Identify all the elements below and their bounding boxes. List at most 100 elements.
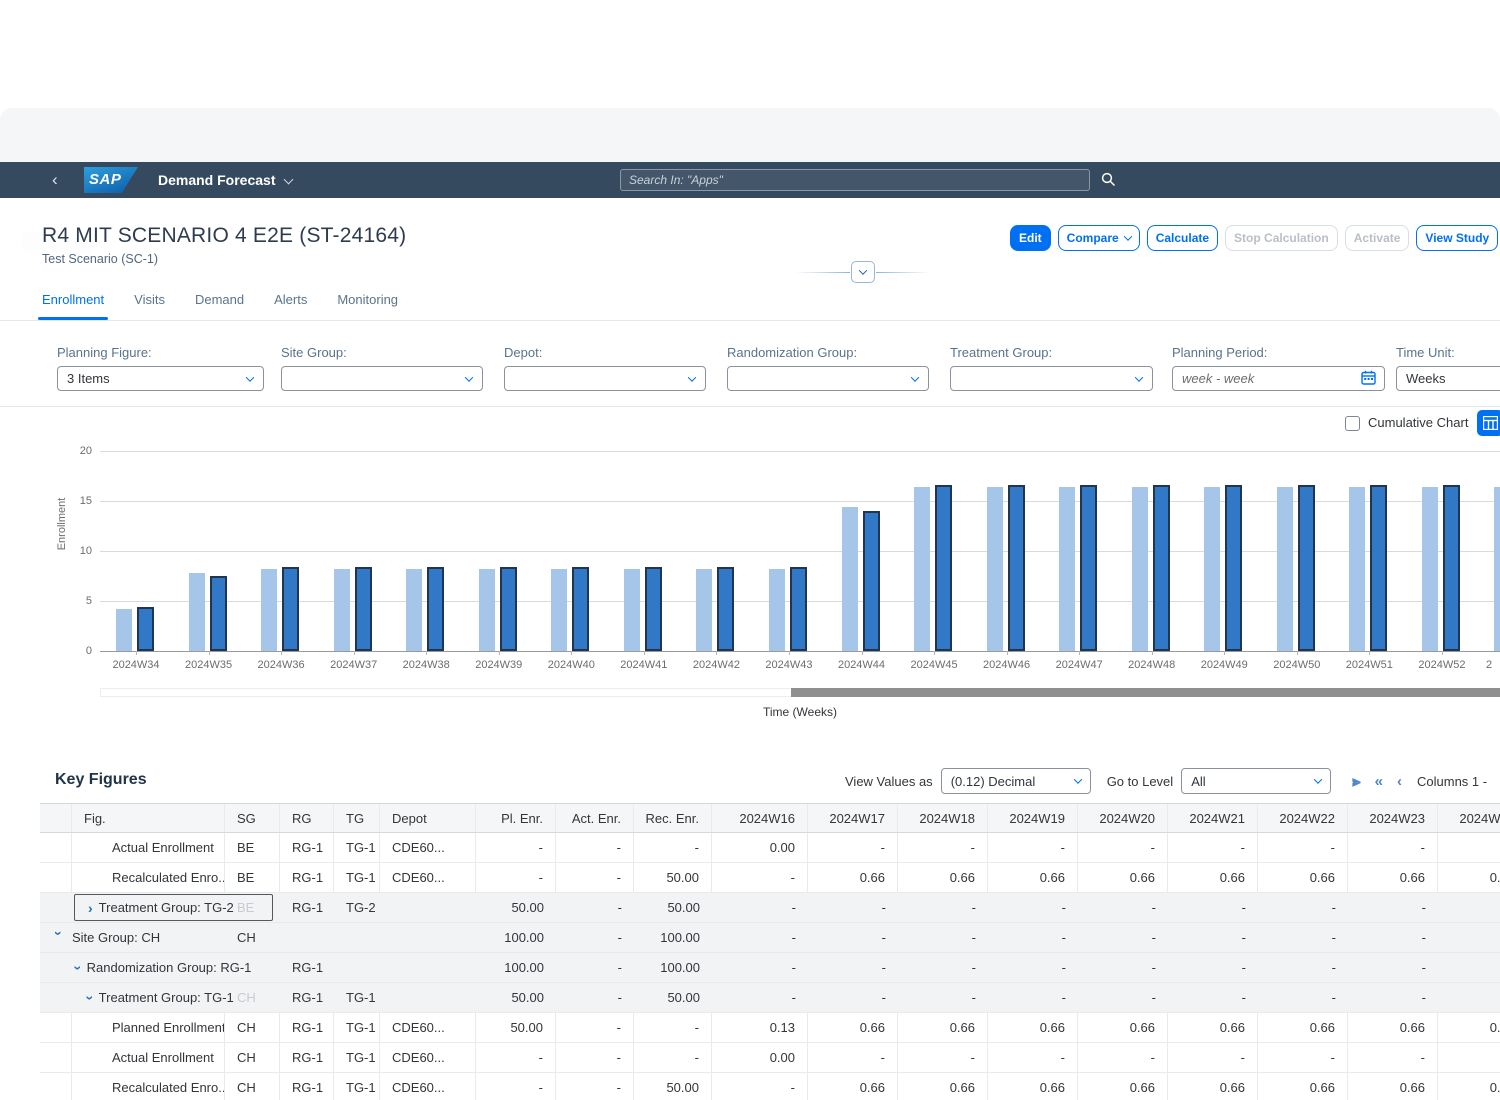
tree-collapse-icon[interactable]: › bbox=[71, 965, 85, 970]
filter-planning-period-input[interactable]: week - week bbox=[1172, 366, 1385, 391]
bar-series-light-blue-2024W41[interactable] bbox=[624, 569, 640, 651]
cumulative-chart-checkbox[interactable] bbox=[1345, 416, 1360, 431]
column-header-2024w16[interactable]: 2024W16 bbox=[712, 804, 808, 832]
column-header-2024w19[interactable]: 2024W19 bbox=[988, 804, 1078, 832]
table-group-row[interactable]: ›Treatment Group: TG-1CHRG-1TG-150.00-50… bbox=[40, 983, 1500, 1013]
bar-series-light-blue-2024W46[interactable] bbox=[987, 487, 1003, 651]
column-header-fig-[interactable]: Fig. bbox=[72, 804, 225, 832]
filter-time-unit-select[interactable]: Weeks bbox=[1396, 366, 1500, 391]
view-study-button[interactable]: View Study bbox=[1416, 225, 1498, 251]
sap-logo[interactable]: SAP bbox=[84, 167, 138, 193]
column-header-rec-enr-[interactable]: Rec. Enr. bbox=[634, 804, 712, 832]
tree-collapse-icon[interactable]: › bbox=[52, 931, 66, 945]
column-header-2024w20[interactable]: 2024W20 bbox=[1078, 804, 1168, 832]
column-header-pl-enr-[interactable]: Pl. Enr. bbox=[476, 804, 556, 832]
view-values-as-select[interactable]: (0.12) Decimal bbox=[941, 768, 1091, 794]
tab-monitoring[interactable]: Monitoring bbox=[337, 292, 398, 320]
column-header-act-enr-[interactable]: Act. Enr. bbox=[556, 804, 634, 832]
search-input[interactable] bbox=[620, 169, 1090, 191]
bar-series-light-blue-2024W38[interactable] bbox=[406, 569, 422, 651]
column-header-2024w22[interactable]: 2024W22 bbox=[1258, 804, 1348, 832]
bar-series-light-blue-2024W35[interactable] bbox=[189, 573, 205, 651]
bar-series-dark-blue-2024W37[interactable] bbox=[355, 567, 372, 651]
bar-series-dark-blue-2024W40[interactable] bbox=[572, 567, 589, 651]
go-to-level-select[interactable]: All bbox=[1181, 768, 1331, 794]
bar-series-light-blue-2024W39[interactable] bbox=[479, 569, 495, 651]
bar-series-dark-blue-2024W50[interactable] bbox=[1298, 485, 1315, 651]
tab-demand[interactable]: Demand bbox=[195, 292, 244, 320]
bar-series-dark-blue-2024W38[interactable] bbox=[427, 567, 444, 651]
filter-site-group-select[interactable] bbox=[281, 366, 483, 391]
tab-enrollment[interactable]: Enrollment bbox=[42, 292, 104, 320]
bar-series-light-blue-2024W50[interactable] bbox=[1277, 487, 1293, 651]
table-group-row[interactable]: ›Site Group: CHCH100.00-100.00--------- bbox=[40, 923, 1500, 953]
table-group-row[interactable]: ›Randomization Group: RG-1RG-1100.00-100… bbox=[40, 953, 1500, 983]
row-select-cell[interactable] bbox=[40, 863, 72, 892]
bar-partial-next[interactable] bbox=[1494, 487, 1500, 651]
bar-series-light-blue-2024W37[interactable] bbox=[334, 569, 350, 651]
chart-scrollbar-thumb[interactable] bbox=[791, 688, 1500, 697]
first-page-icon[interactable]: ⫸ bbox=[1349, 773, 1363, 790]
tree-collapse-icon[interactable]: › bbox=[83, 995, 97, 1000]
column-header-2024w23[interactable]: 2024W23 bbox=[1348, 804, 1438, 832]
bar-series-dark-blue-2024W42[interactable] bbox=[717, 567, 734, 651]
table-row[interactable]: Actual EnrollmentBERG-1TG-1CDE60...---0.… bbox=[40, 833, 1500, 863]
filter-randomization-group-select[interactable] bbox=[727, 366, 929, 391]
bar-series-dark-blue-2024W41[interactable] bbox=[645, 567, 662, 651]
bar-series-dark-blue-2024W43[interactable] bbox=[790, 567, 807, 651]
bar-series-light-blue-2024W49[interactable] bbox=[1204, 487, 1220, 651]
column-header-rg[interactable]: RG bbox=[280, 804, 334, 832]
bar-series-dark-blue-2024W36[interactable] bbox=[282, 567, 299, 651]
row-select-cell[interactable] bbox=[40, 833, 72, 862]
bar-series-dark-blue-2024W39[interactable] bbox=[500, 567, 517, 651]
previous-group-icon[interactable]: « bbox=[1372, 773, 1386, 790]
table-group-row[interactable]: ›Treatment Group: TG-2BERG-1TG-250.00-50… bbox=[40, 893, 1500, 923]
row-select-cell[interactable] bbox=[40, 1043, 72, 1072]
row-select-cell[interactable] bbox=[40, 1073, 72, 1100]
edit-button[interactable]: Edit bbox=[1010, 225, 1051, 251]
bar-series-light-blue-2024W48[interactable] bbox=[1132, 487, 1148, 651]
bar-series-dark-blue-2024W35[interactable] bbox=[210, 576, 227, 651]
bar-series-dark-blue-2024W48[interactable] bbox=[1153, 485, 1170, 651]
column-header-2024w24[interactable]: 2024W24 bbox=[1438, 804, 1500, 832]
table-row[interactable]: Recalculated Enro...CHRG-1TG-1CDE60...--… bbox=[40, 1073, 1500, 1100]
column-header-2024w17[interactable]: 2024W17 bbox=[808, 804, 898, 832]
bar-series-dark-blue-2024W52[interactable] bbox=[1443, 485, 1460, 651]
compare-button[interactable]: Compare bbox=[1058, 225, 1140, 251]
bar-series-dark-blue-2024W44[interactable] bbox=[863, 511, 880, 651]
bar-series-light-blue-2024W44[interactable] bbox=[842, 507, 858, 651]
bar-series-light-blue-2024W36[interactable] bbox=[261, 569, 277, 651]
bar-series-light-blue-2024W40[interactable] bbox=[551, 569, 567, 651]
back-icon[interactable]: ‹ bbox=[52, 162, 58, 198]
filter-planning-figure-select[interactable]: 3 Items bbox=[57, 366, 264, 391]
column-header-tg[interactable]: TG bbox=[334, 804, 380, 832]
filter-depot-select[interactable] bbox=[504, 366, 706, 391]
activate-button[interactable]: Activate bbox=[1345, 225, 1410, 251]
bar-series-light-blue-2024W42[interactable] bbox=[696, 569, 712, 651]
filter-treatment-group-select[interactable] bbox=[950, 366, 1153, 391]
column-header-2024w18[interactable]: 2024W18 bbox=[898, 804, 988, 832]
app-title-menu[interactable]: Demand Forecast bbox=[158, 172, 292, 188]
table-row[interactable]: Actual EnrollmentCHRG-1TG-1CDE60...---0.… bbox=[40, 1043, 1500, 1073]
bar-series-light-blue-2024W52[interactable] bbox=[1422, 487, 1438, 651]
bar-series-dark-blue-2024W49[interactable] bbox=[1225, 485, 1242, 651]
bar-series-light-blue-2024W34[interactable] bbox=[116, 609, 132, 651]
bar-series-dark-blue-2024W45[interactable] bbox=[935, 485, 952, 651]
calculate-button[interactable]: Calculate bbox=[1147, 225, 1218, 251]
previous-page-icon[interactable]: ‹ bbox=[1394, 773, 1405, 790]
collapse-header-button[interactable] bbox=[851, 261, 875, 283]
bar-series-dark-blue-2024W46[interactable] bbox=[1008, 485, 1025, 651]
column-header-2024w21[interactable]: 2024W21 bbox=[1168, 804, 1258, 832]
bar-series-dark-blue-2024W34[interactable] bbox=[137, 607, 154, 651]
stop-calculation-button[interactable]: Stop Calculation bbox=[1225, 225, 1338, 251]
bar-series-light-blue-2024W43[interactable] bbox=[769, 569, 785, 651]
tab-visits[interactable]: Visits bbox=[134, 292, 165, 320]
bar-series-dark-blue-2024W47[interactable] bbox=[1080, 485, 1097, 651]
column-header-sg[interactable]: SG bbox=[225, 804, 280, 832]
search-icon[interactable] bbox=[1101, 172, 1116, 192]
bar-series-dark-blue-2024W51[interactable] bbox=[1370, 485, 1387, 651]
column-header-depot[interactable]: Depot bbox=[380, 804, 476, 832]
bar-series-light-blue-2024W51[interactable] bbox=[1349, 487, 1365, 651]
tab-alerts[interactable]: Alerts bbox=[274, 292, 307, 320]
table-view-toggle-button[interactable] bbox=[1477, 410, 1500, 436]
